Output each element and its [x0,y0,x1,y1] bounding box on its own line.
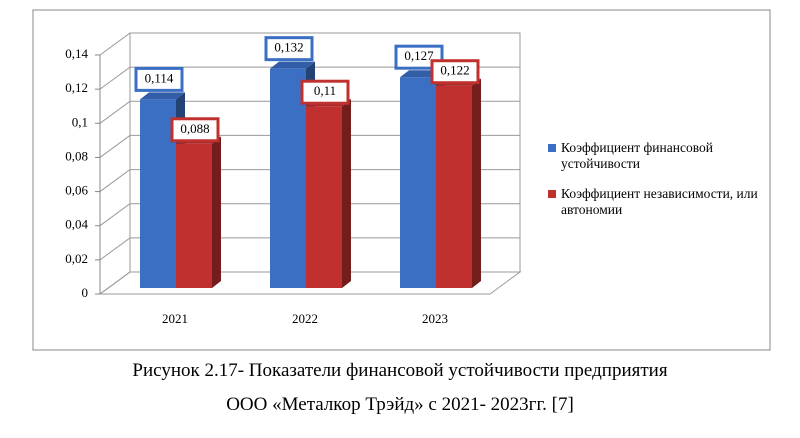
value-label-box [300,79,350,105]
grid-line [99,32,520,56]
y-tick-label: 0,1 [72,114,88,129]
y-tick-label: 0,06 [65,183,88,198]
caption: ООО «Металкор Трэйд» с 2021- 2023гг. [7] [226,394,574,415]
legend-label: Коэффициент финансовой устойчивости [561,140,713,171]
y-tick-label: 0,02 [65,251,88,266]
grid-line [99,203,520,227]
value-label: 0,122 [440,63,469,78]
bar-top [140,92,185,100]
grid-line [99,237,520,261]
value-label: 0,11 [314,83,336,98]
grid-line [99,134,520,158]
legend-swatch [548,144,556,152]
grid-line [99,169,520,192]
y-tick-label: 0,12 [65,80,88,95]
bar [270,68,306,289]
x-tick-label: 2023 [422,311,448,326]
bar-top [270,61,315,69]
y-tick-label: 0,14 [65,46,88,61]
legend: Коэффициент финансовой устойчивости Коэфф… [548,140,763,232]
bar [176,143,212,288]
value-label: 0,132 [274,40,303,55]
value-label-box [170,117,220,143]
bar [140,99,176,288]
value-label: 0,114 [145,70,174,85]
bar [436,85,472,288]
bar [306,106,342,288]
chart: 0 0,02 0,04 0,06 0,08 0,1 0,12 0,14 2021 0,114 0,0… [32,9,771,351]
value-label-box [264,36,314,62]
value-label: 0,088 [180,121,209,136]
caption: Рисунок 2.17- Показатели финансовой усто… [132,360,668,381]
y-tick-label: 0 [82,285,89,300]
legend-item: Коэффициент финансовой устойчивости [548,140,763,172]
x-tick-label: 2021 [162,311,188,326]
y-tick-label: 0,04 [65,217,88,232]
value-label-box [430,59,480,85]
grid-line [99,66,520,90]
legend-swatch [548,190,556,198]
bar-side [342,99,351,288]
legend-label: Коэффициент независимости, или автономии [561,186,758,217]
bar-side [212,136,221,288]
bar [400,77,436,288]
bar-side [472,78,481,288]
grid-line [99,271,520,295]
value-label: 0,127 [404,48,434,63]
x-tick-label: 2022 [292,311,318,326]
value-label-box [134,66,184,92]
grid-line [99,100,520,124]
y-tick-label: 0,08 [65,148,88,163]
legend-item: Коэффициент независимости, или автономии [548,186,763,218]
